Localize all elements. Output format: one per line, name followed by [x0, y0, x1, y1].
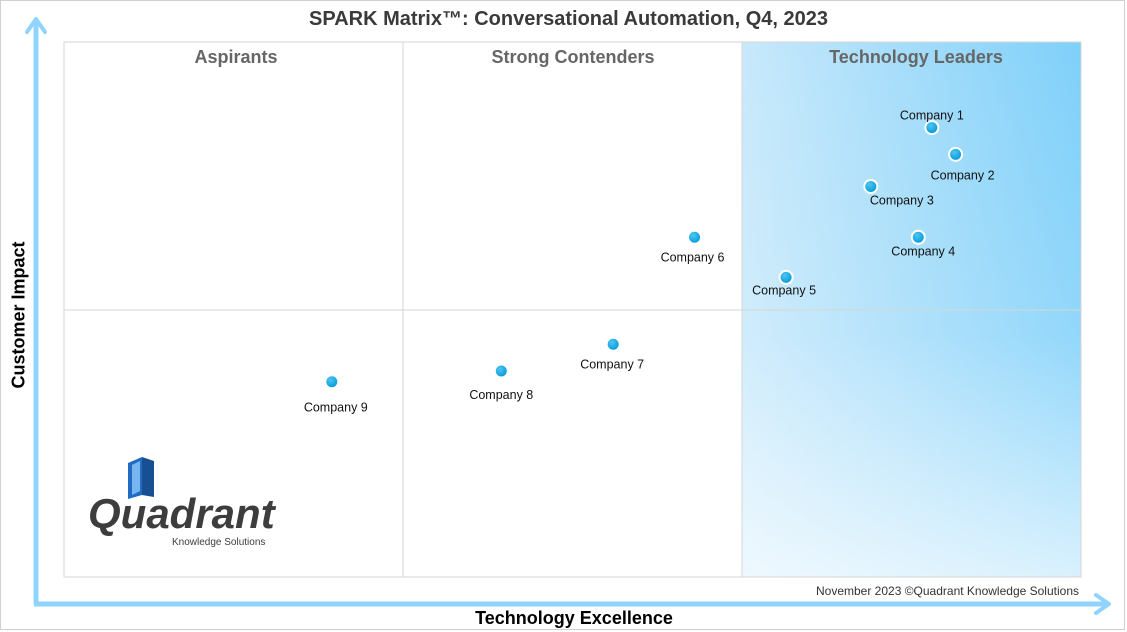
book-logo-icon — [128, 457, 154, 499]
logo-tagline: Knowledge Solutions — [172, 537, 266, 548]
point-company-7 — [605, 336, 621, 352]
logo-wordmark: Quadrant — [88, 490, 275, 537]
x-axis-arrowhead — [1094, 593, 1111, 615]
point-label-company-3: Company 3 — [870, 193, 934, 207]
x-axis-label: Technology Excellence — [475, 608, 673, 628]
copyright-note: November 2023 ©Quadrant Knowledge Soluti… — [815, 584, 1079, 598]
quadrant-label-technology-leaders: Technology Leaders — [829, 47, 1003, 67]
point-company-3 — [863, 178, 879, 194]
y-axis-arrowhead — [25, 17, 47, 34]
point-company-1 — [924, 120, 940, 136]
quadrant-logo: Quadrant Knowledge Solutions — [88, 455, 288, 550]
point-label-company-4: Company 4 — [891, 244, 955, 258]
point-company-5 — [778, 269, 794, 285]
point-company-2 — [948, 146, 964, 162]
point-label-company-5: Company 5 — [752, 283, 816, 297]
point-label-company-2: Company 2 — [931, 168, 995, 182]
point-label-company-1: Company 1 — [900, 109, 964, 123]
point-label-company-9: Company 9 — [304, 401, 368, 415]
quadrant-label-strong-contenders: Strong Contenders — [491, 47, 654, 67]
point-company-8 — [493, 363, 509, 379]
quadrant-label-aspirants: Aspirants — [194, 47, 277, 67]
point-label-company-8: Company 8 — [469, 388, 533, 402]
point-company-9 — [324, 374, 340, 390]
point-label-company-7: Company 7 — [580, 357, 644, 371]
point-company-4 — [910, 229, 926, 245]
point-label-company-6: Company 6 — [661, 250, 725, 264]
y-axis-label: Customer Impact — [8, 241, 29, 389]
point-company-6 — [687, 229, 703, 245]
chart-title: SPARK Matrix™: Conversational Automation… — [309, 8, 828, 30]
